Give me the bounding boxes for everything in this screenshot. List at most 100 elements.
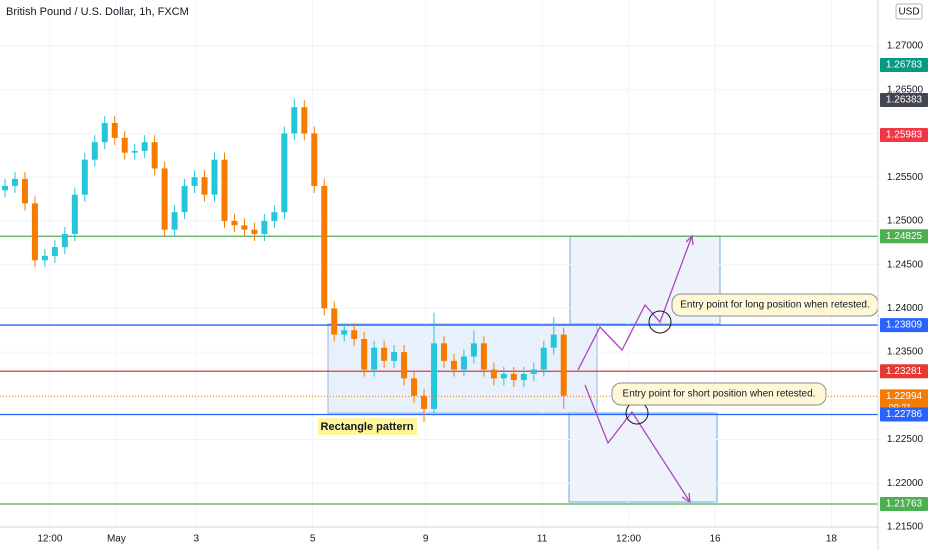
price-tag	[880, 364, 928, 379]
candle-body	[11, 178, 18, 186]
candle-body	[171, 212, 178, 230]
candle-body	[321, 185, 328, 309]
candle-body	[361, 338, 368, 370]
candle-body	[261, 220, 268, 235]
pattern-label: Rectangle pattern	[321, 421, 414, 433]
price-tag	[880, 229, 928, 244]
candle-body	[221, 159, 228, 221]
candle-body	[421, 395, 428, 409]
y-tick-label: 1.26500	[887, 84, 924, 95]
candle-body	[211, 159, 218, 195]
candle-body	[401, 352, 408, 379]
candle-body	[231, 220, 238, 226]
candle-body	[460, 356, 467, 370]
x-tick-label: 18	[826, 534, 838, 545]
candle-body	[21, 178, 28, 204]
y-tick-label: 1.25500	[887, 172, 924, 183]
price-tag-label: 1.24825	[886, 231, 923, 242]
candle-body	[391, 352, 398, 361]
candle-body	[540, 347, 547, 370]
candle-body	[520, 373, 527, 381]
short-target-box	[568, 412, 718, 503]
price-tag-label: 1.26783	[886, 60, 923, 71]
y-tick-label: 1.22000	[887, 478, 924, 489]
candle-body	[71, 194, 78, 235]
x-tick-label: 3	[193, 534, 199, 545]
price-tag-label: 1.26383	[886, 95, 923, 106]
candle-body	[101, 122, 108, 143]
candle-body	[181, 185, 188, 213]
pattern-label-bg	[318, 418, 417, 435]
candle-body	[301, 107, 308, 134]
candle-body	[1, 185, 8, 191]
candle-body	[440, 343, 447, 361]
price-tag-label: 1.21763	[886, 499, 923, 510]
x-tick-label: 12:00	[37, 534, 62, 545]
x-tick-label: 16	[709, 534, 721, 545]
candle-body	[51, 247, 58, 256]
y-tick-label: 1.21500	[887, 522, 924, 533]
y-tick-label: 1.27000	[887, 41, 924, 52]
candle-body	[371, 347, 378, 370]
price-tag	[880, 496, 928, 511]
candle-body	[341, 330, 348, 335]
candle-body	[131, 150, 138, 153]
candle-body	[351, 330, 358, 339]
candle-body	[91, 142, 98, 160]
candle-body	[121, 137, 128, 153]
candle-body	[550, 334, 557, 348]
short-path	[584, 384, 691, 503]
candle-body	[480, 343, 487, 370]
price-tag	[880, 407, 928, 422]
short-callout	[611, 382, 827, 406]
candle-body	[201, 177, 208, 195]
price-axis	[878, 0, 932, 550]
long-arrowhead	[685, 234, 694, 246]
price-tag-label: 1.25983	[886, 130, 923, 141]
candle-body	[560, 334, 567, 396]
x-tick-label: 12:00	[616, 534, 641, 545]
candle-body	[161, 168, 168, 230]
y-tick-label: 1.23500	[887, 347, 924, 358]
candle-body	[331, 308, 338, 335]
long-path	[577, 235, 693, 371]
candle-body	[450, 360, 457, 370]
short-arrowhead	[681, 492, 691, 504]
candle-body	[291, 107, 298, 134]
candle-body	[41, 255, 48, 261]
currency-badge	[895, 3, 923, 20]
y-tick-label: 1.24500	[887, 259, 924, 270]
price-tag	[880, 57, 928, 72]
price-tag-label: 1.22786	[886, 409, 923, 420]
candle-body	[311, 133, 318, 186]
long-entry-circle	[648, 310, 672, 334]
y-tick-label: 1.24000	[887, 303, 924, 314]
candle-body	[151, 142, 158, 169]
candle-body	[500, 373, 507, 379]
y-tick-label: 1.22500	[887, 434, 924, 445]
x-tick-label: 9	[423, 534, 429, 545]
price-tag-label: 1.23281	[886, 366, 923, 377]
currency: USD	[898, 7, 919, 18]
candle-body	[251, 229, 258, 235]
price-tag	[880, 127, 928, 142]
candle-body	[111, 122, 118, 138]
price-tag	[880, 92, 928, 107]
candle-body	[411, 378, 418, 396]
candle-body	[271, 212, 278, 221]
short-callout-text: Entry point for short position when rete…	[623, 389, 816, 400]
candle-body	[61, 234, 68, 248]
x-tick-label: May	[107, 534, 126, 545]
candle-body	[490, 369, 497, 379]
price-tag-label: 1.22994	[886, 391, 923, 402]
candle-body	[431, 343, 438, 409]
candle-body	[81, 159, 88, 195]
candle-body	[141, 142, 148, 151]
candle-body	[530, 369, 537, 374]
x-tick-label: 11	[537, 534, 548, 545]
y-tick-label: 1.25000	[887, 216, 924, 227]
x-tick-label: 5	[310, 534, 316, 545]
chart-title: British Pound / U.S. Dollar, 1h, FXCM	[6, 6, 189, 18]
